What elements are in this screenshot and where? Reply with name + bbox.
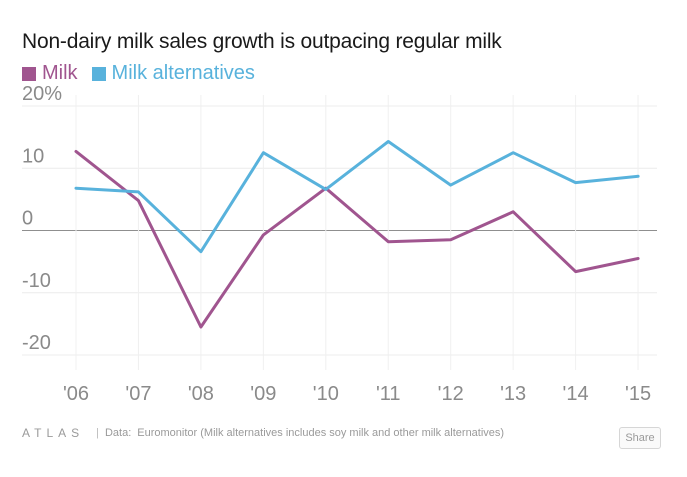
footer-separator: | xyxy=(96,427,99,439)
y-tick-label: 20% xyxy=(22,83,62,105)
x-tick-label: '10 xyxy=(313,383,339,405)
series-line-milk xyxy=(74,149,640,329)
y-tick-label: 0 xyxy=(22,208,33,230)
x-tick-label: '13 xyxy=(500,383,526,405)
source-label: Data: xyxy=(104,427,132,439)
legend-label-milk-alternatives: Milk alternatives xyxy=(111,62,255,84)
legend-swatch-milk-alternatives xyxy=(91,66,106,81)
x-tick-label: '12 xyxy=(438,383,464,405)
y-tick-label: -10 xyxy=(22,270,51,292)
share-button[interactable]: Share xyxy=(619,427,661,449)
legend-item-milk: Milk xyxy=(22,62,78,85)
legend-swatch-milk xyxy=(22,66,36,81)
y-tick-label: -20 xyxy=(22,332,51,354)
legend-label-milk: Milk xyxy=(42,62,78,84)
chart-legend: Milk Milk alternatives xyxy=(22,62,255,85)
x-tick-label: '07 xyxy=(125,383,151,405)
y-tick-label: 10 xyxy=(22,145,44,167)
atlas-logo: ATLAS xyxy=(22,426,85,440)
x-tick-label: '11 xyxy=(376,383,401,405)
x-tick-label: '09 xyxy=(250,383,276,405)
x-tick-label: '14 xyxy=(563,383,589,405)
legend-item-milk-alternatives: Milk alternatives xyxy=(91,62,255,85)
x-tick-label: '15 xyxy=(625,383,651,405)
chart-title: Non-dairy milk sales growth is outpacing… xyxy=(22,30,502,53)
x-tick-label: '08 xyxy=(188,383,214,405)
series-line-milk-alternatives xyxy=(74,140,640,254)
source-text: Euromonitor (Milk alternatives includes … xyxy=(137,427,505,439)
chart-footer: ATLAS | Data: Euromonitor (Milk alternat… xyxy=(22,426,504,440)
x-tick-label: '06 xyxy=(63,383,89,405)
